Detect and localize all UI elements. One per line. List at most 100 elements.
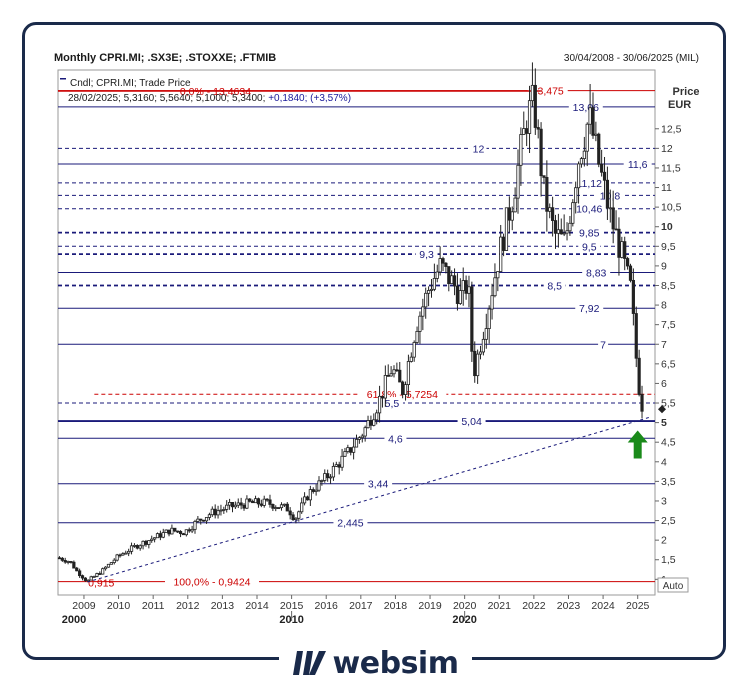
candle-body — [467, 286, 471, 294]
level-label: 13,06 — [573, 102, 599, 114]
candle-body — [366, 420, 370, 429]
candle-body — [95, 573, 99, 577]
level-label: 13,475 — [532, 86, 564, 98]
candle-body — [92, 576, 96, 578]
candle-body — [63, 559, 67, 563]
candle-body — [450, 275, 454, 285]
x-tick-label: 2019 — [418, 600, 442, 612]
level-label: 8,83 — [586, 268, 607, 280]
candle-body — [334, 464, 338, 467]
x-tick-label: 2016 — [315, 600, 339, 612]
candle-body — [164, 529, 168, 533]
candle-body — [574, 187, 578, 204]
candle-body — [245, 498, 249, 509]
candle-body — [597, 133, 601, 165]
level-label: 7 — [600, 339, 606, 351]
candle-body — [395, 369, 399, 372]
candle-body — [383, 375, 387, 399]
candle-body — [452, 275, 457, 287]
legend-line-1: Cndl; CPRI.MI; Trade Price — [70, 78, 191, 89]
level-label: 12 — [473, 143, 485, 155]
candle-body — [551, 207, 555, 221]
candle-body — [277, 507, 281, 509]
candle-body — [147, 540, 151, 545]
candle-body — [602, 171, 607, 181]
candle-body — [346, 447, 350, 452]
brand-name: websim — [332, 645, 459, 681]
level-label-bg — [415, 248, 438, 261]
candle-body — [424, 292, 428, 308]
candle-body — [265, 498, 269, 501]
level-label-bg — [582, 266, 611, 279]
y-tick-label: 12,5 — [661, 123, 682, 135]
level-label: 2,445 — [337, 518, 363, 530]
candle-body — [256, 498, 261, 505]
candle-body — [640, 394, 644, 412]
candle-body — [83, 577, 87, 581]
candle-body — [101, 568, 105, 575]
level-label-bg — [165, 575, 260, 588]
candle-body — [363, 427, 367, 437]
x-tick-label: 2010 — [107, 600, 131, 612]
candle-body — [623, 241, 627, 259]
y-tick-label: 7,5 — [661, 319, 676, 331]
candle-body — [274, 507, 278, 509]
candle-body — [242, 504, 246, 509]
candle-body — [305, 496, 310, 501]
candle-body — [112, 559, 116, 563]
candle-body — [504, 207, 509, 251]
candle-body — [380, 395, 385, 399]
x-tick-label: 2025 — [626, 600, 650, 612]
candle-body — [86, 579, 90, 582]
x-tick-label: 2022 — [522, 600, 546, 612]
candle-body — [236, 502, 240, 506]
candle-body — [470, 286, 474, 352]
candle-body — [340, 455, 344, 468]
last-price-marker — [658, 405, 666, 414]
candle-body — [527, 100, 532, 134]
level-label-bg — [543, 279, 566, 292]
candle-body — [219, 509, 223, 512]
candle-body — [317, 480, 321, 491]
level-label: 7,92 — [579, 303, 600, 315]
y-tick-label: 9 — [661, 260, 667, 272]
x-tick-label: 2023 — [557, 600, 581, 612]
candle-body — [308, 489, 312, 501]
auto-scale-button[interactable] — [657, 577, 689, 593]
y-tick-label: 2,5 — [661, 515, 676, 527]
level-label-bg — [598, 338, 609, 351]
low-label: 0,915 — [88, 578, 114, 590]
candle-body — [326, 473, 330, 479]
candle-body — [155, 533, 160, 539]
candle-body — [375, 412, 379, 421]
candle-body — [187, 529, 191, 532]
candle-body — [251, 500, 255, 504]
candle-body — [600, 163, 604, 173]
candle-body — [354, 439, 359, 448]
legend-change: +0,1840; (+3,57%) — [268, 93, 351, 104]
y-tick-label: 4 — [661, 456, 667, 468]
candle-body — [438, 258, 442, 273]
candle-body — [516, 164, 520, 199]
candle-body — [418, 315, 422, 332]
x-tick-label: 2024 — [591, 600, 615, 612]
candle-body — [357, 437, 361, 440]
level-label: 4,6 — [388, 433, 403, 445]
candle-body — [135, 545, 139, 549]
candle-body — [507, 207, 511, 221]
y-axis-unit: EUR — [668, 99, 691, 111]
candle-body — [476, 353, 480, 377]
candle-body — [556, 229, 560, 234]
level-label-bg — [575, 226, 604, 239]
candle-body — [204, 517, 209, 522]
x-tick-label: 2011 — [142, 600, 165, 612]
candle-body — [89, 576, 93, 581]
candle-body — [314, 489, 318, 492]
decade-label: 2000 — [62, 614, 86, 626]
candle-body — [320, 480, 324, 482]
candle-body — [213, 508, 217, 516]
candle-body — [608, 207, 612, 210]
y-tick-label: 9,5 — [661, 241, 676, 253]
candle-body — [626, 258, 630, 267]
y-tick-label: 7 — [661, 339, 667, 351]
